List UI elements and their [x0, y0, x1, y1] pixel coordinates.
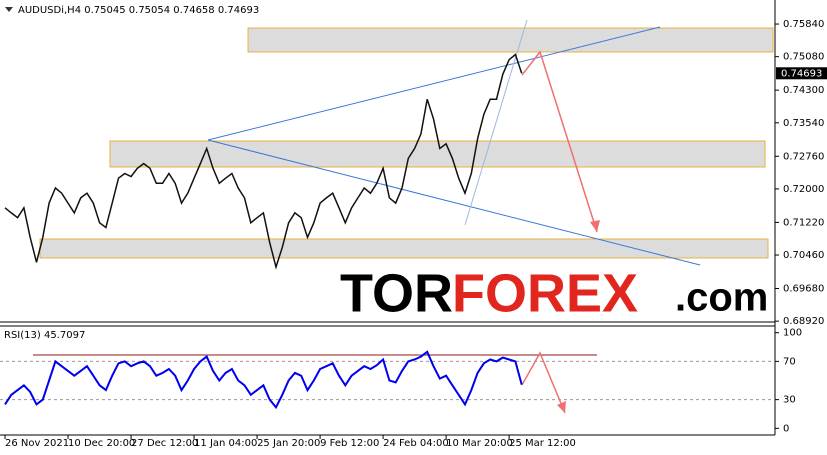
chart-title: AUDUSDi,H4 0.75045 0.75054 0.74658 0.746…	[18, 5, 259, 16]
title-icon	[5, 7, 13, 12]
x-tick-label: 10 Dec 20:00	[68, 438, 135, 449]
y-tick-label: 0.74300	[783, 85, 824, 96]
y-tick-label: 0	[783, 423, 789, 434]
y-tick-label: 0.68920	[783, 316, 824, 327]
watermark-tor: TOR	[340, 263, 453, 323]
series-line	[4, 350, 523, 410]
y-tick-label: 0.75840	[783, 19, 824, 30]
arrow-head	[557, 401, 566, 413]
last-price-label: 0.74693	[781, 68, 822, 79]
watermark: TOR FOREX .com	[340, 263, 768, 323]
y-tick-label: 0.73540	[783, 118, 824, 129]
y-tick-label: 100	[783, 328, 802, 339]
watermark-com: .com	[675, 276, 768, 320]
middle-zone	[109, 140, 766, 168]
x-tick-label: 27 Dec 12:00	[131, 438, 198, 449]
trend-line	[464, 19, 528, 226]
x-tick-label: 24 Feb 04:00	[383, 438, 449, 449]
y-tick-label: 0.75080	[783, 52, 824, 63]
rsi-title: RSI(13) 45.7097	[4, 330, 85, 341]
trend-lines	[33, 19, 701, 414]
y-tick-label: 0.72760	[783, 151, 824, 162]
x-tick-label: 11 Jan 04:00	[194, 438, 257, 449]
y-tick-label: 0.71220	[783, 217, 824, 228]
x-tick-label: 9 Feb 12:00	[320, 438, 379, 449]
forecast-arrow	[521, 50, 598, 233]
y-tick-label: 0.69680	[783, 284, 824, 295]
rsi-forecast-arrow	[521, 351, 566, 414]
x-tick-label: 10 Mar 20:00	[446, 438, 513, 449]
y-tick-label: 70	[783, 356, 796, 367]
arrow-head	[590, 220, 600, 232]
trend-line	[207, 26, 661, 141]
frame	[0, 0, 776, 436]
last-price-box	[776, 67, 827, 80]
watermark-forex: FOREX	[452, 263, 638, 323]
resistance-zone	[247, 27, 774, 53]
y-tick-label: 30	[783, 395, 796, 406]
x-tick-label: 25 Jan 20:00	[257, 438, 320, 449]
zones	[39, 27, 774, 259]
y-tick-label: 0.70460	[783, 250, 824, 261]
series-line	[4, 53, 523, 270]
x-tick-label: 25 Mar 12:00	[509, 438, 576, 449]
trend-line	[207, 139, 701, 266]
support-zone	[39, 238, 769, 259]
x-tick-label: 26 Nov 2021	[5, 438, 69, 449]
y-tick-label: 0.72000	[783, 184, 824, 195]
